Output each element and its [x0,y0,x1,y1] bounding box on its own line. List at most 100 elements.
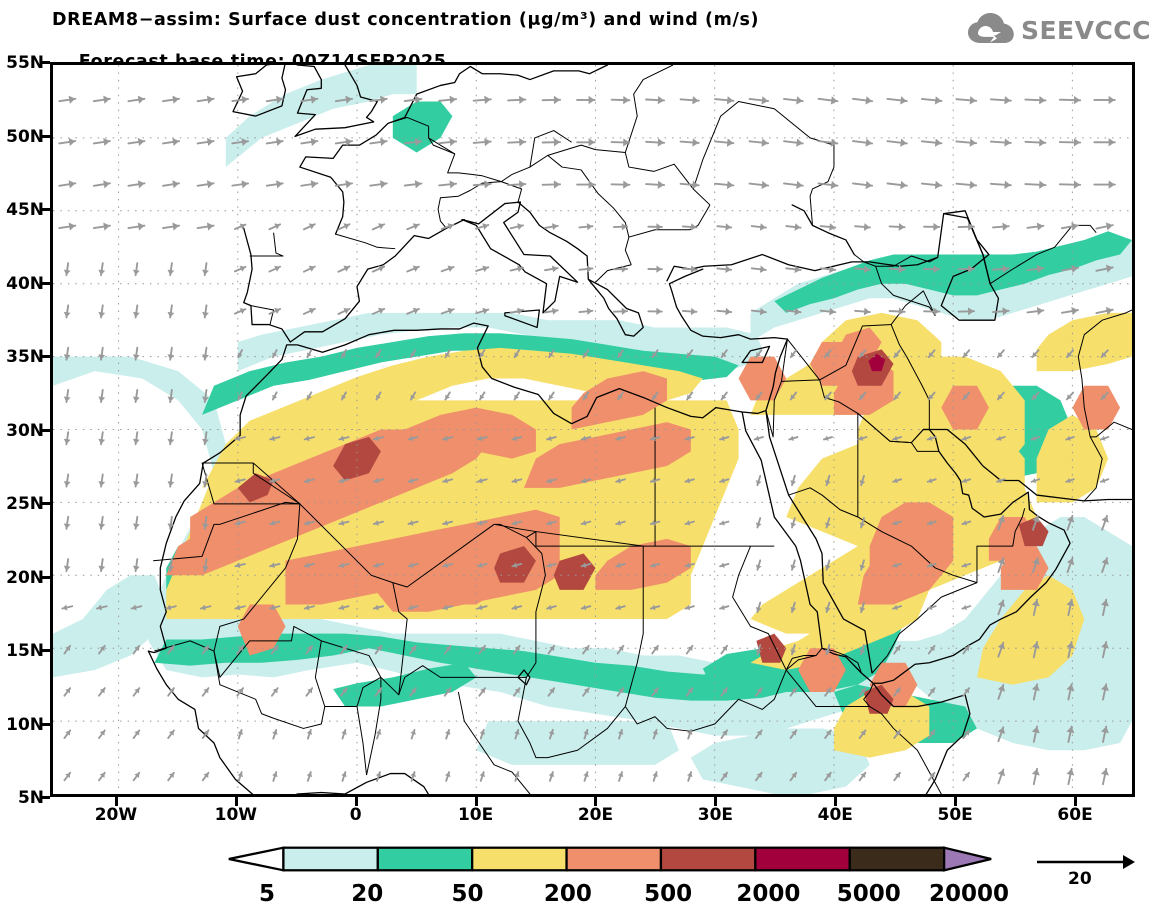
wind-arrow [403,137,423,147]
colorbar-swatch[interactable] [376,846,474,872]
wind-arrow [854,265,871,274]
wind-arrow [1030,478,1041,484]
coastline [504,309,541,329]
wind-arrow [58,222,77,231]
lat-tick-label: 45N [6,200,44,220]
wind-arrow [541,95,562,105]
wind-arrow [996,349,1005,359]
wind-arrow [269,520,281,526]
wind-arrow [509,265,524,273]
wind-arrow [824,601,831,614]
wind-arrow [546,562,557,568]
wind-arrow [852,180,874,190]
dust-contour-yellow [202,347,703,488]
wind-arrow [513,349,521,359]
dust-contour-yellow [1036,312,1132,372]
wind-arrow [58,137,77,147]
political-border [765,339,788,438]
wind-arrow [1099,478,1110,484]
wind-arrow [509,307,524,315]
wind-arrow [199,604,212,611]
wind-arrow [790,559,797,571]
wind-arrow [616,687,625,697]
wind-arrow [302,223,316,231]
wind-arrow [127,180,146,189]
wind-arrow [789,349,798,359]
colorbar-swatch[interactable] [848,846,946,872]
wind-arrow [338,435,350,442]
wind-arrow [719,477,730,484]
map-plot[interactable] [50,62,1135,797]
wind-arrow [410,771,416,782]
wind-arrow [679,180,700,189]
political-border [692,101,835,190]
wind-arrow [167,644,175,655]
political-border [335,233,396,250]
wind-arrow [442,604,454,611]
colorbar-swatch[interactable] [282,846,379,872]
dust-contour-teal-green [154,633,799,701]
political-border [853,254,938,267]
wind-arrow [305,687,314,697]
wind-arrow [578,265,594,273]
wind-arrow [923,307,941,316]
dust-contour-brick-red [333,436,381,481]
wind-arrow [1066,767,1075,786]
wind-arrow [1066,598,1075,616]
wind-arrow [63,515,71,530]
colorbar-swatch[interactable] [754,846,851,872]
wind-arrow [472,180,492,189]
wind-arrow [854,307,871,316]
dust-concentration-map[interactable] [53,65,1132,794]
political-border [785,669,856,708]
wind-arrow [303,435,315,442]
colorbar-swatches[interactable] [205,843,1015,875]
wind-arrow [1101,557,1109,573]
colorbar-swatch[interactable] [659,846,757,872]
wind-arrow [475,223,490,230]
colorbar-swatch[interactable] [471,846,568,872]
wind-arrow [822,435,833,441]
lon-tick-mark [834,797,838,806]
colorbar-swatch[interactable] [565,846,663,872]
wind-arrow [440,223,455,230]
lat-lon-gridlines [53,65,1132,794]
wind-arrow [1058,180,1082,189]
wind-arrow [92,222,111,231]
wind-arrow [817,180,839,190]
wind-arrow [544,307,559,315]
wind-arrow [444,391,451,401]
wind-arrow [509,223,524,230]
wind-arrow [1032,557,1040,573]
wind-arrow [997,684,1006,700]
coastline [940,210,1000,321]
wind-arrow [438,95,458,104]
wind-arrow [819,223,837,231]
wind-arrow [337,223,351,231]
wind-arrow [63,473,71,488]
wind-arrow [371,307,386,315]
wind-arrow [859,644,866,656]
wind-arrow [476,520,488,526]
coastline [765,409,873,674]
wind-arrow [824,391,832,401]
dust-contour-crimson [868,353,886,372]
wind-arrow [403,95,423,104]
wind-arrow [962,771,971,782]
wind-arrow [685,644,694,655]
wind-arrow [992,264,1010,274]
wind-arrow [476,562,488,568]
wind-arrow [854,223,871,231]
wind-arrow [476,435,488,442]
wind-arrow [547,687,556,697]
wind-arrow [652,728,658,740]
dust-contour-pale-cyan [53,575,167,678]
political-border [213,640,326,729]
political-border [809,145,835,226]
wind-arrow [548,771,555,782]
lon-tick-label: 20W [94,805,138,825]
wind-arrow [340,687,348,697]
wind-arrow [237,728,244,740]
wind-arrow [202,431,209,446]
wind-arrow [236,687,244,697]
